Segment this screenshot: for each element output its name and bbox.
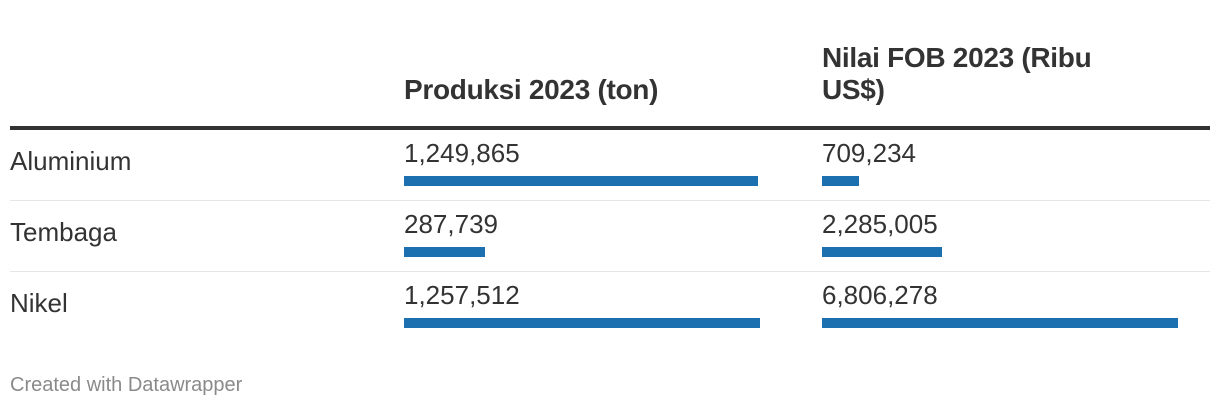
row-label: Tembaga [10,217,117,247]
header-divider [10,126,1210,130]
production-value-label: 1,249,865 [404,138,520,168]
column-header-fob-value: Nilai FOB 2023 (Ribu US$) [822,42,1092,105]
production-value-label: 1,257,512 [404,280,520,310]
row-label: Nikel [10,288,68,318]
column-header-production: Produksi 2023 (ton) [404,74,659,105]
fob-cell: 709,234 [822,138,1178,186]
row-label: Aluminium [10,146,132,176]
credit-footer: Created with Datawrapper [10,374,243,396]
production-cell: 287,739 [404,209,760,257]
production-bar-track [404,176,760,186]
fob-value-label: 6,806,278 [822,280,938,310]
fob-bar-track [822,176,1178,186]
production-bar-track [404,318,760,328]
production-cell: 1,249,865 [404,138,760,186]
table-header: Produksi 2023 (ton) Nilai FOB 2023 (Ribu… [10,0,1210,126]
table-row: Tembaga 287,739 2,285,005 [10,201,1210,272]
table-body: Aluminium 1,249,865 709,234 Tembaga 287,… [10,130,1210,342]
fob-value-label: 709,234 [822,138,916,168]
fob-value-label: 2,285,005 [822,209,938,239]
table-row: Nikel 1,257,512 6,806,278 [10,272,1210,342]
production-bar [404,318,760,328]
fob-cell: 2,285,005 [822,209,1178,257]
production-bar [404,176,758,186]
production-cell: 1,257,512 [404,280,760,328]
fob-cell: 6,806,278 [822,280,1178,328]
fob-bar [822,176,859,186]
fob-bar-track [822,318,1178,328]
production-bar [404,247,485,257]
table-row: Aluminium 1,249,865 709,234 [10,130,1210,201]
production-value-label: 287,739 [404,209,498,239]
fob-bar [822,247,942,257]
fob-bar-track [822,247,1178,257]
fob-bar [822,318,1178,328]
production-bar-track [404,247,760,257]
